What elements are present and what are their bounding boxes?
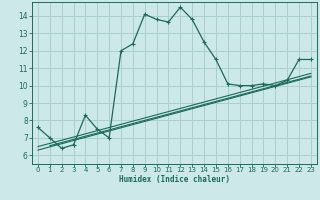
X-axis label: Humidex (Indice chaleur): Humidex (Indice chaleur) <box>119 175 230 184</box>
